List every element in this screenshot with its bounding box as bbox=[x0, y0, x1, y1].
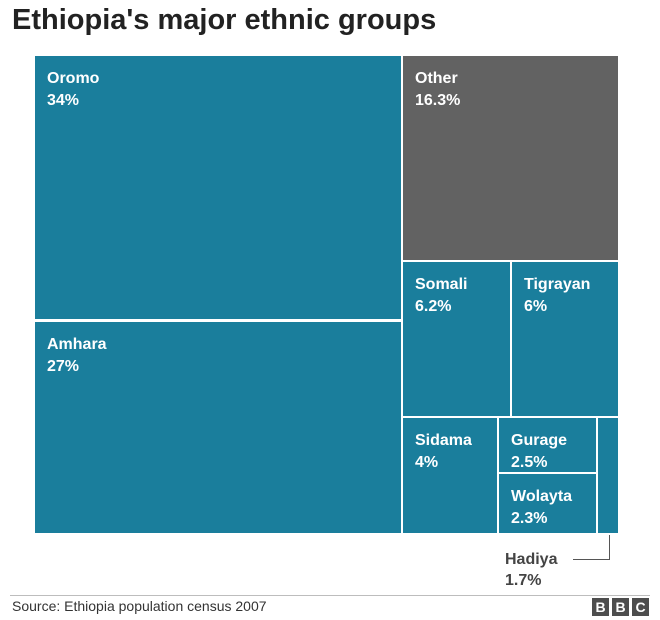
tile-amhara: Amhara 27% bbox=[34, 321, 402, 534]
tile-name-somali: Somali bbox=[415, 276, 468, 293]
tile-name-tigrayan: Tigrayan bbox=[524, 276, 591, 293]
footer-divider bbox=[10, 595, 650, 596]
tile-name-sidama: Sidama bbox=[415, 432, 472, 449]
bbc-logo: B B C bbox=[592, 598, 649, 616]
tile-label-gurage: Gurage 2.5% bbox=[511, 430, 567, 474]
tile-name-wolayta: Wolayta bbox=[511, 488, 573, 505]
tile-value-somali: 6.2% bbox=[415, 298, 452, 315]
tile-value-oromo: 34% bbox=[47, 92, 80, 109]
hadiya-leader-line-horizontal bbox=[573, 559, 610, 560]
tile-wolayta: Wolayta 2.3% bbox=[498, 473, 597, 534]
source-note: Source: Ethiopia population census 2007 bbox=[12, 598, 267, 614]
tile-label-sidama: Sidama 4% bbox=[415, 430, 472, 474]
tile-label-other: Other 16.3% bbox=[415, 68, 460, 112]
hadiya-callout-name: Hadiya bbox=[505, 551, 558, 568]
tile-label-oromo: Oromo 34% bbox=[47, 68, 99, 112]
tile-label-amhara: Amhara 27% bbox=[47, 334, 107, 378]
tile-name-oromo: Oromo bbox=[47, 70, 100, 87]
tile-value-wolayta: 2.3% bbox=[511, 510, 548, 527]
tile-other: Other 16.3% bbox=[402, 55, 619, 261]
tile-value-tigrayan: 6% bbox=[524, 298, 548, 315]
tile-label-somali: Somali 6.2% bbox=[415, 274, 467, 318]
hadiya-callout-value: 1.7% bbox=[505, 572, 542, 589]
tile-name-amhara: Amhara bbox=[47, 336, 107, 353]
tile-label-tigrayan: Tigrayan 6% bbox=[524, 274, 590, 318]
tile-name-other: Other bbox=[415, 70, 458, 87]
tile-name-gurage: Gurage bbox=[511, 432, 568, 449]
tile-hadiya bbox=[597, 417, 619, 534]
tile-oromo: Oromo 34% bbox=[34, 55, 402, 320]
hadiya-callout: Hadiya 1.7% bbox=[505, 549, 557, 591]
tile-value-gurage: 2.5% bbox=[511, 454, 548, 471]
tile-sidama: Sidama 4% bbox=[402, 417, 498, 534]
bbc-logo-letter: B bbox=[592, 598, 609, 616]
tile-gurage: Gurage 2.5% bbox=[498, 417, 597, 473]
bbc-logo-letter: B bbox=[612, 598, 629, 616]
tile-somali: Somali 6.2% bbox=[402, 261, 511, 417]
tile-value-other: 16.3% bbox=[415, 92, 461, 109]
chart-title: Ethiopia's major ethnic groups bbox=[12, 4, 437, 36]
tile-tigrayan: Tigrayan 6% bbox=[511, 261, 619, 417]
tile-value-amhara: 27% bbox=[47, 358, 80, 375]
bbc-logo-letter: C bbox=[632, 598, 649, 616]
hadiya-leader-line bbox=[609, 535, 610, 560]
tile-label-wolayta: Wolayta 2.3% bbox=[511, 486, 572, 530]
tile-value-sidama: 4% bbox=[415, 454, 439, 471]
